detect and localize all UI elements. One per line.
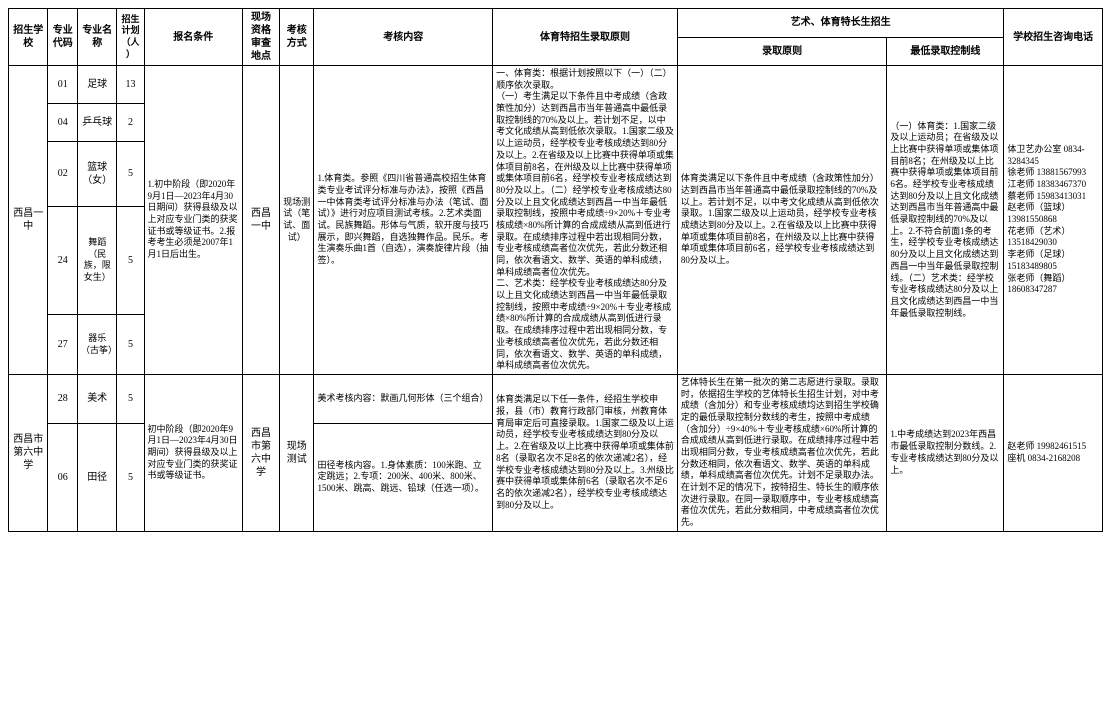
h-sport: 体育特招生录取原则: [493, 9, 678, 66]
sport-principle: 体育类满足以下任一条件，经招生学校申报，县（市）教育行政部门审核，州教育体育局审…: [493, 374, 678, 531]
school-name: 西昌一中: [9, 66, 48, 375]
mode: 现场测试: [280, 374, 314, 531]
location: 西昌市第六中学: [243, 374, 280, 531]
mode: 现场测试（笔试、面试）: [280, 66, 314, 375]
major-name: 田径: [77, 423, 116, 531]
major-name: 美术: [77, 374, 116, 423]
major-plan: 2: [117, 103, 144, 141]
major-code: 04: [48, 103, 78, 141]
condition: 初中阶段（即2020年9月1日—2023年4月30日期间）获得县级及以上对应专业…: [144, 374, 243, 531]
h-art: 艺术、体育特长生招生: [677, 9, 1003, 38]
major-name: 足球: [77, 66, 116, 104]
major-name: 篮球（女）: [77, 141, 116, 206]
h-school: 招生学校: [9, 9, 48, 66]
phone: 赵老师 19982461515 座机 0834-2168208: [1004, 374, 1103, 531]
h-phone: 学校招生咨询电话: [1004, 9, 1103, 66]
h-location: 现场资格审查地点: [243, 9, 280, 66]
major-plan: 5: [117, 374, 144, 423]
major-name: 舞蹈（民族，限女生）: [77, 206, 116, 315]
h-condition: 报名条件: [144, 9, 243, 66]
major-name: 器乐（古筝）: [77, 315, 116, 375]
major-plan: 5: [117, 141, 144, 206]
art-principle: 体育类满足以下条件且中考成绩（含政策性加分）达到西昌市当年普通高中最低录取控制线…: [677, 66, 886, 375]
h-art-a: 录取原则: [677, 37, 886, 66]
min-line: （一）体育类：1.国家二级及以上运动员；在省级及以上比赛中获得单项或集体项目前8…: [887, 66, 1004, 375]
h-major: 专业名称: [77, 9, 116, 66]
major-plan: 5: [117, 206, 144, 315]
h-code: 专业代码: [48, 9, 78, 66]
table-row: 西昌市第六中学 28 美术 5 初中阶段（即2020年9月1日—2023年4月3…: [9, 374, 1103, 423]
sport-principle: 一、体育类：根据计划按照以下（一）（二）顺序依次录取。 （一）考生满足以下条件且…: [493, 66, 678, 375]
header-row-1: 招生学校 专业代码 专业名称 招生计划（人） 报名条件 现场资格审查地点 考核方…: [9, 9, 1103, 38]
phone: 体卫艺办公室 0834-3284345 徐老师 13881567993 江老师 …: [1004, 66, 1103, 375]
content-sport: 田径考核内容。1.身体素质：100米跑、立定跳远；2.专项：200米、400米、…: [314, 423, 493, 531]
art-principle: 艺体特长生在第一批次的第二志愿进行录取。录取时，依据招生学校的艺体特长生招生计划…: [677, 374, 886, 531]
major-code: 27: [48, 315, 78, 375]
h-mode: 考核方式: [280, 9, 314, 66]
content: 1.体育类。参照《四川省普通高校招生体育类专业考试评分标准与办法》，按照《西昌一…: [314, 66, 493, 375]
major-code: 28: [48, 374, 78, 423]
condition: 1.初中阶段（即2020年9月1日—2023年4月30日期间）获得县级及以上对应…: [144, 66, 243, 375]
location: 西昌一中: [243, 66, 280, 375]
major-code: 01: [48, 66, 78, 104]
major-name: 乒乓球: [77, 103, 116, 141]
major-plan: 13: [117, 66, 144, 104]
h-content: 考核内容: [314, 9, 493, 66]
major-code: 06: [48, 423, 78, 531]
school-name: 西昌市第六中学: [9, 374, 48, 531]
major-code: 24: [48, 206, 78, 315]
major-plan: 5: [117, 315, 144, 375]
content-art: 美术考核内容：默画几何形体（三个组合）: [314, 374, 493, 423]
major-plan: 5: [117, 423, 144, 531]
table-row: 西昌一中 01 足球 13 1.初中阶段（即2020年9月1日—2023年4月3…: [9, 66, 1103, 104]
h-plan: 招生计划（人）: [117, 9, 144, 66]
admissions-table: 招生学校 专业代码 专业名称 招生计划（人） 报名条件 现场资格审查地点 考核方…: [8, 8, 1103, 532]
min-line: 1.中考成绩达到2023年西昌市最低录取控制分数线。2.专业考核成绩达到80分及…: [887, 374, 1004, 531]
major-code: 02: [48, 141, 78, 206]
h-art-b: 最低录取控制线: [887, 37, 1004, 66]
